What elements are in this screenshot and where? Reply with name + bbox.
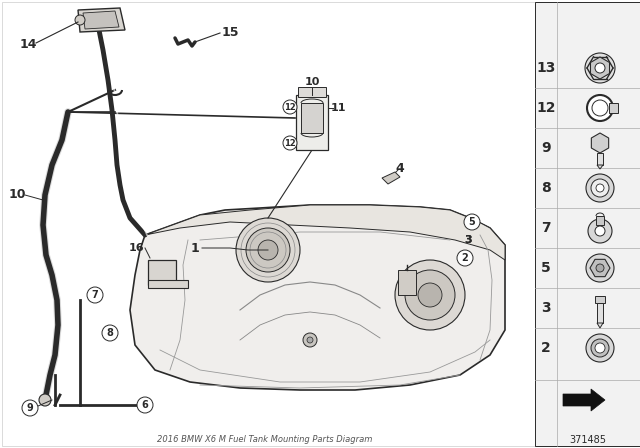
- Text: 1: 1: [191, 241, 200, 254]
- Circle shape: [395, 260, 465, 330]
- Bar: [596, 216, 604, 225]
- Text: 12: 12: [284, 103, 296, 112]
- Bar: [609, 103, 618, 113]
- Circle shape: [591, 179, 609, 197]
- Polygon shape: [597, 323, 603, 328]
- Circle shape: [303, 333, 317, 347]
- Bar: [148, 280, 188, 288]
- Bar: [597, 303, 603, 323]
- Circle shape: [236, 218, 300, 282]
- Text: 7: 7: [92, 290, 99, 300]
- Circle shape: [87, 287, 103, 303]
- Circle shape: [586, 254, 614, 282]
- Circle shape: [246, 228, 290, 272]
- Circle shape: [464, 214, 480, 230]
- Text: 9: 9: [27, 403, 33, 413]
- Circle shape: [586, 334, 614, 362]
- Text: 13: 13: [536, 61, 556, 75]
- Circle shape: [596, 264, 604, 272]
- Circle shape: [595, 343, 605, 353]
- Text: 8: 8: [107, 328, 113, 338]
- Text: 4: 4: [396, 161, 404, 175]
- Circle shape: [137, 397, 153, 413]
- Circle shape: [307, 337, 313, 343]
- Text: 3: 3: [464, 235, 472, 245]
- Circle shape: [585, 53, 615, 83]
- Circle shape: [587, 95, 613, 121]
- Text: 5: 5: [468, 217, 476, 227]
- Text: 2: 2: [541, 341, 551, 355]
- Text: 10: 10: [8, 189, 26, 202]
- Polygon shape: [78, 8, 125, 32]
- Text: 7: 7: [541, 221, 551, 235]
- Bar: [296, 95, 328, 150]
- Polygon shape: [130, 205, 505, 390]
- Text: 12: 12: [536, 101, 556, 115]
- Bar: [597, 153, 603, 165]
- Circle shape: [595, 226, 605, 236]
- Text: 371485: 371485: [569, 435, 606, 445]
- Text: 16: 16: [129, 243, 145, 253]
- Circle shape: [418, 283, 442, 307]
- Polygon shape: [591, 57, 609, 79]
- Text: 11: 11: [330, 103, 346, 113]
- Circle shape: [22, 400, 38, 416]
- Circle shape: [595, 63, 605, 73]
- Circle shape: [591, 339, 609, 357]
- Circle shape: [588, 219, 612, 243]
- Circle shape: [258, 240, 278, 260]
- Polygon shape: [83, 11, 119, 29]
- Bar: [301, 103, 323, 133]
- Circle shape: [75, 15, 85, 25]
- Circle shape: [283, 100, 297, 114]
- Text: 2016 BMW X6 M Fuel Tank Mounting Parts Diagram: 2016 BMW X6 M Fuel Tank Mounting Parts D…: [157, 435, 372, 444]
- Circle shape: [283, 136, 297, 150]
- Circle shape: [405, 270, 455, 320]
- Circle shape: [102, 325, 118, 341]
- Circle shape: [592, 100, 608, 116]
- Text: 15: 15: [221, 26, 239, 39]
- Text: 6: 6: [141, 400, 148, 410]
- Text: 2: 2: [461, 253, 468, 263]
- Text: 3: 3: [464, 235, 472, 245]
- Circle shape: [596, 184, 604, 192]
- Polygon shape: [597, 165, 603, 169]
- Polygon shape: [563, 389, 605, 411]
- Text: 10: 10: [304, 77, 320, 87]
- Circle shape: [457, 250, 473, 266]
- Bar: [148, 260, 176, 285]
- Polygon shape: [591, 133, 609, 153]
- Bar: [298, 87, 326, 97]
- Polygon shape: [145, 205, 505, 260]
- Bar: [595, 296, 605, 303]
- Text: 5: 5: [541, 261, 551, 275]
- Bar: [398, 270, 416, 295]
- Polygon shape: [590, 259, 610, 277]
- Text: 3: 3: [541, 301, 551, 315]
- Bar: [535, 2, 640, 446]
- Text: 9: 9: [541, 141, 551, 155]
- Circle shape: [586, 174, 614, 202]
- Polygon shape: [382, 172, 400, 184]
- Text: 12: 12: [284, 138, 296, 147]
- Text: 8: 8: [541, 181, 551, 195]
- Circle shape: [39, 394, 51, 406]
- Text: 14: 14: [19, 39, 36, 52]
